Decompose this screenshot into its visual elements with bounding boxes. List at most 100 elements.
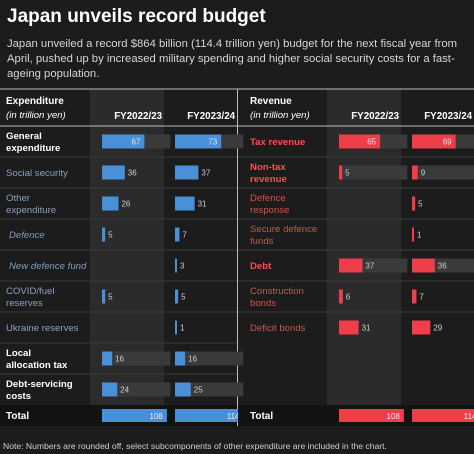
exp-data-label: 67 [131, 138, 140, 147]
rev-bar [412, 227, 414, 242]
exp-header-title: Expenditure [6, 96, 64, 107]
rev-row-label-line: Defence [250, 193, 286, 204]
rev-data-label: 7 [419, 293, 424, 302]
rev-row-label: Debt [250, 261, 272, 272]
rev-row-label-line: Deficit bonds [250, 323, 306, 334]
rev-row-label: Deficit bonds [250, 323, 306, 334]
exp-bar [175, 258, 177, 273]
exp-data-label: 16 [115, 355, 124, 364]
exp-bar [102, 351, 113, 366]
exp-bar [102, 382, 118, 397]
exp-bar-track [175, 382, 244, 397]
exp-data-label: 37 [201, 169, 210, 178]
rev-bar [412, 289, 417, 304]
exp-total-data-label: 114 [227, 412, 240, 421]
exp-data-label: 36 [128, 169, 137, 178]
rev-bar [412, 258, 435, 273]
exp-bar [175, 289, 179, 304]
rev-total-label: Total [250, 411, 273, 422]
rev-data-label: 1 [417, 231, 422, 240]
exp-row-label: New defence fund [9, 261, 87, 272]
exp-bar [175, 134, 222, 149]
exp-data-label: 16 [188, 355, 197, 364]
exp-row-label-line: New defence fund [9, 261, 87, 272]
rev-bar [339, 134, 381, 149]
rev-row-label-line: funds [250, 236, 274, 247]
rev-row-label-line: revenue [250, 174, 287, 185]
exp-row-label-line: Ukraine reserves [6, 323, 79, 334]
exp-row-label-line: costs [6, 391, 31, 402]
rev-total-data-label: 114 [464, 412, 474, 421]
rev-bar [412, 165, 418, 180]
exp-column-header-0: FY2022/23 [114, 111, 162, 122]
exp-data-label: 5 [181, 293, 186, 302]
exp-row-label-line: General [6, 131, 42, 142]
rev-data-label: 9 [421, 169, 426, 178]
chart-subtitle: Japan unveiled a record $864 billion (11… [7, 38, 458, 80]
exp-data-label: 1 [180, 324, 185, 333]
rev-data-label: 6 [346, 293, 351, 302]
rev-bar-track [412, 165, 474, 180]
rev-data-label: 69 [443, 138, 452, 147]
rev-data-label: 65 [367, 138, 376, 147]
exp-bar [175, 165, 199, 180]
rev-bar [339, 165, 343, 180]
exp-data-label: 73 [208, 138, 217, 147]
rev-bar [412, 196, 416, 211]
rev-column-header-1: FY2023/24 [424, 111, 472, 122]
rev-bar [412, 134, 456, 149]
exp-data-label: 5 [108, 293, 113, 302]
exp-bar [175, 227, 180, 242]
rev-total-data-label: 108 [387, 412, 401, 421]
exp-bar [175, 320, 177, 335]
exp-bar [175, 382, 191, 397]
exp-total-label: Total [6, 411, 29, 422]
rev-row-label: Non-tax revenue [250, 162, 287, 185]
rev-total-bar [412, 409, 474, 422]
exp-data-label: 5 [108, 231, 113, 240]
rev-data-label: 5 [345, 169, 350, 178]
exp-row-label-line: Other [6, 193, 31, 204]
exp-row-label-line: allocation tax [6, 360, 68, 371]
exp-bar [102, 165, 125, 180]
exp-row-label: Debt-servicing costs [6, 379, 73, 402]
rev-row-label: Defence response [250, 193, 289, 216]
rev-bar [339, 320, 359, 335]
rev-row-label: Construction bonds [250, 286, 304, 309]
rev-column-header-0: FY2022/23 [351, 111, 399, 122]
rev-data-label: 29 [433, 324, 442, 333]
exp-row-label: Defence [9, 230, 45, 241]
exp-data-label: 31 [198, 200, 207, 209]
exp-bar [102, 227, 106, 242]
exp-row-label-line: expenditure [6, 205, 56, 216]
rev-header-title: Revenue [250, 96, 292, 107]
exp-row-label: COVID/fuel reserves [6, 286, 55, 309]
rev-total-bar [339, 409, 404, 422]
exp-total-data-label: 108 [150, 412, 164, 421]
exp-row-label-line: Debt-servicing [6, 379, 73, 390]
exp-bar-track [102, 351, 171, 366]
rev-bar [339, 289, 343, 304]
exp-header-unit: (in trillion yen) [6, 110, 66, 121]
exp-row-label-line: COVID/fuel [6, 286, 55, 297]
exp-data-label: 3 [180, 262, 185, 271]
exp-data-label: 7 [182, 231, 187, 240]
rev-row-label: Tax revenue [250, 137, 305, 148]
rev-row-label-line: bonds [250, 298, 276, 309]
rev-data-label: 37 [365, 262, 374, 271]
exp-bar-track [102, 382, 171, 397]
exp-bar [175, 196, 195, 211]
rev-bar-track [339, 165, 408, 180]
exp-row-label-line: Defence [9, 230, 45, 241]
exp-data-label: 25 [194, 386, 203, 395]
exp-row-label-line: expenditure [6, 143, 60, 154]
exp-row-label-line: Social security [6, 168, 68, 179]
exp-row-label-line: Local [6, 348, 31, 359]
rev-row-label-line: response [250, 205, 289, 216]
rev-bar [412, 320, 431, 335]
rev-data-label: 36 [438, 262, 447, 271]
exp-row-label: Other expenditure [6, 193, 56, 216]
rev-row-label-line: Secure defence [250, 224, 317, 235]
rev-row-label-line: Tax revenue [250, 137, 305, 148]
